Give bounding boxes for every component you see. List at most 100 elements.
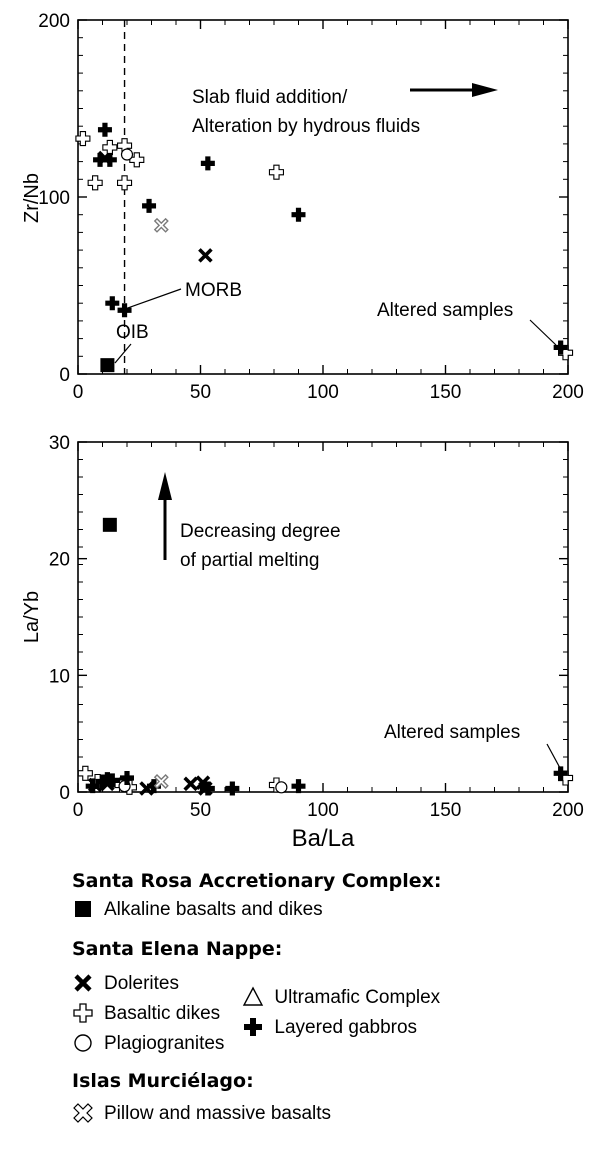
y-tick-label: 10	[49, 666, 70, 687]
data-point-filled-cross	[553, 340, 568, 355]
data-point-square	[102, 517, 117, 532]
data-point-filled-cross	[93, 152, 108, 167]
legend-label: Dolerites	[104, 972, 179, 994]
legend: Santa Rosa Accretionary Complex: Alkalin…	[72, 868, 582, 1128]
legend-item-pillow-basalts: Pillow and massive basalts	[72, 1098, 582, 1128]
y-axis-title-top: Zr/Nb	[21, 173, 43, 223]
arrow-right-icon	[410, 83, 498, 97]
data-point-x	[183, 776, 198, 792]
data-point-filled-cross	[105, 296, 120, 311]
legend-item-dolerites: Dolerites	[72, 968, 224, 998]
data-point-filled-cross	[142, 198, 157, 213]
data-point-square	[100, 358, 115, 373]
data-point-open-cross	[102, 139, 118, 155]
legend-column-right: Ultramafic Complex Layered gabbros	[242, 968, 440, 1058]
morb-leader-line	[124, 288, 182, 310]
legend-item-layered-gabbros: Layered gabbros	[242, 1012, 440, 1042]
open-x-icon	[73, 1103, 93, 1123]
legend-column-left: Dolerites Basaltic dikes Plagiogranites	[72, 968, 224, 1058]
altered-leader-line-bottom	[546, 743, 561, 769]
data-point-filled-cross	[117, 303, 132, 318]
y-tick-label: 100	[38, 188, 70, 209]
legend-label: Plagiogranites	[104, 1032, 225, 1054]
oib-leader-line	[114, 343, 132, 364]
open-circle-icon	[74, 1034, 92, 1052]
data-point-filled-cross	[291, 779, 306, 794]
open-cross-icon	[73, 1003, 93, 1023]
legend-heading-santa-rosa: Santa Rosa Accretionary Complex:	[72, 870, 442, 892]
data-point-filled-cross	[200, 781, 215, 796]
legend-item-basaltic-dikes: Basaltic dikes	[72, 998, 224, 1028]
data-points-bottom	[77, 517, 574, 796]
legend-item-ultramafic: Ultramafic Complex	[242, 982, 440, 1012]
data-point-open-cross	[117, 175, 133, 191]
bold-x-icon	[74, 974, 92, 992]
x-tick-label: 100	[307, 382, 339, 403]
legend-heading-santa-elena: Santa Elena Nappe:	[72, 938, 283, 960]
annotation-morb: MORB	[185, 280, 242, 301]
data-point-circle	[275, 781, 288, 794]
data-point-filled-cross	[85, 779, 100, 794]
data-point-open-cross	[268, 164, 284, 180]
data-point-filled-cross	[120, 771, 134, 785]
annotation-oib: OIB	[116, 322, 149, 343]
x-tick-label: 0	[73, 800, 84, 821]
legend-santa-elena-columns: Dolerites Basaltic dikes Plagiogranites …	[72, 968, 582, 1058]
x-tick-label: 50	[190, 382, 211, 403]
data-point-x	[198, 248, 213, 263]
data-point-filled-cross	[291, 207, 306, 222]
data-point-open-cross	[87, 175, 103, 191]
data-point-filled-cross	[225, 781, 240, 796]
legend-item-alkaline-basalts: Alkaline basalts and dikes	[72, 894, 582, 924]
data-point-filled-cross	[102, 152, 117, 167]
legend-label: Layered gabbros	[274, 1016, 418, 1038]
x-tick-label: 200	[552, 800, 584, 821]
arrow-up-icon	[158, 472, 172, 560]
legend-label: Pillow and massive basalts	[104, 1102, 332, 1124]
axis-ticks-top: 0 50 100 150 200 0 100 200	[38, 11, 584, 403]
legend-label: Ultramafic Complex	[274, 986, 441, 1008]
annotation-altered-samples-top: Altered samples	[377, 300, 513, 321]
annotation-slab-fluid: Slab fluid addition/	[192, 87, 348, 108]
x-axis-title-bottom: Ba/La	[292, 825, 355, 852]
open-triangle-icon	[243, 986, 264, 1006]
y-axis-title-bottom: La/Yb	[21, 591, 43, 643]
filled-cross-icon	[244, 1018, 263, 1036]
annotation-alteration: Alteration by hydrous fluids	[192, 116, 420, 137]
annotation-decreasing-degree: Decreasing degree	[180, 521, 341, 542]
y-tick-label: 0	[59, 783, 70, 804]
annotation-altered-samples-bottom: Altered samples	[384, 722, 520, 743]
y-tick-label: 0	[59, 365, 70, 386]
data-point-open-x	[153, 774, 169, 789]
legend-heading-islas-murcielago: Islas Murciélago:	[72, 1070, 254, 1092]
altered-leader-line-top	[529, 319, 557, 346]
y-tick-label: 200	[38, 11, 70, 32]
data-points-top	[75, 122, 574, 373]
legend-item-plagiogranites: Plagiogranites	[72, 1028, 224, 1058]
x-tick-label: 200	[552, 382, 584, 403]
data-point-filled-cross	[200, 156, 215, 171]
x-tick-label: 0	[73, 382, 84, 403]
data-point-filled-cross	[553, 766, 568, 781]
data-point-filled-cross	[105, 773, 120, 788]
chart-zr-nb: 0 50 100 150 200 0 100 200 Zr/Nb Slab fluid add…	[21, 11, 584, 403]
x-tick-label: 150	[430, 800, 462, 821]
y-tick-label: 20	[49, 550, 70, 571]
annotation-partial-melting: of partial melting	[180, 550, 319, 571]
legend-label: Alkaline basalts and dikes	[104, 898, 323, 920]
x-tick-label: 150	[430, 382, 462, 403]
filled-square-icon	[75, 901, 91, 917]
data-point-filled-cross	[97, 122, 112, 137]
legend-label: Basaltic dikes	[104, 1002, 221, 1024]
x-tick-label: 100	[307, 800, 339, 821]
axis-ticks-bottom: 0 50 100 150 200 0 10 20 30	[49, 433, 584, 821]
data-point-open-cross	[75, 131, 91, 147]
data-point-filled-cross	[146, 779, 161, 794]
data-point-open-cross	[77, 765, 93, 781]
y-tick-label: 30	[49, 433, 70, 454]
data-point-circle	[120, 148, 134, 161]
x-tick-label: 50	[190, 800, 211, 821]
chart-la-yb: 0 50 100 150 200 0 10 20 30 La/Yb Ba/La Decreasi…	[21, 433, 584, 852]
data-point-open-x	[153, 217, 169, 233]
